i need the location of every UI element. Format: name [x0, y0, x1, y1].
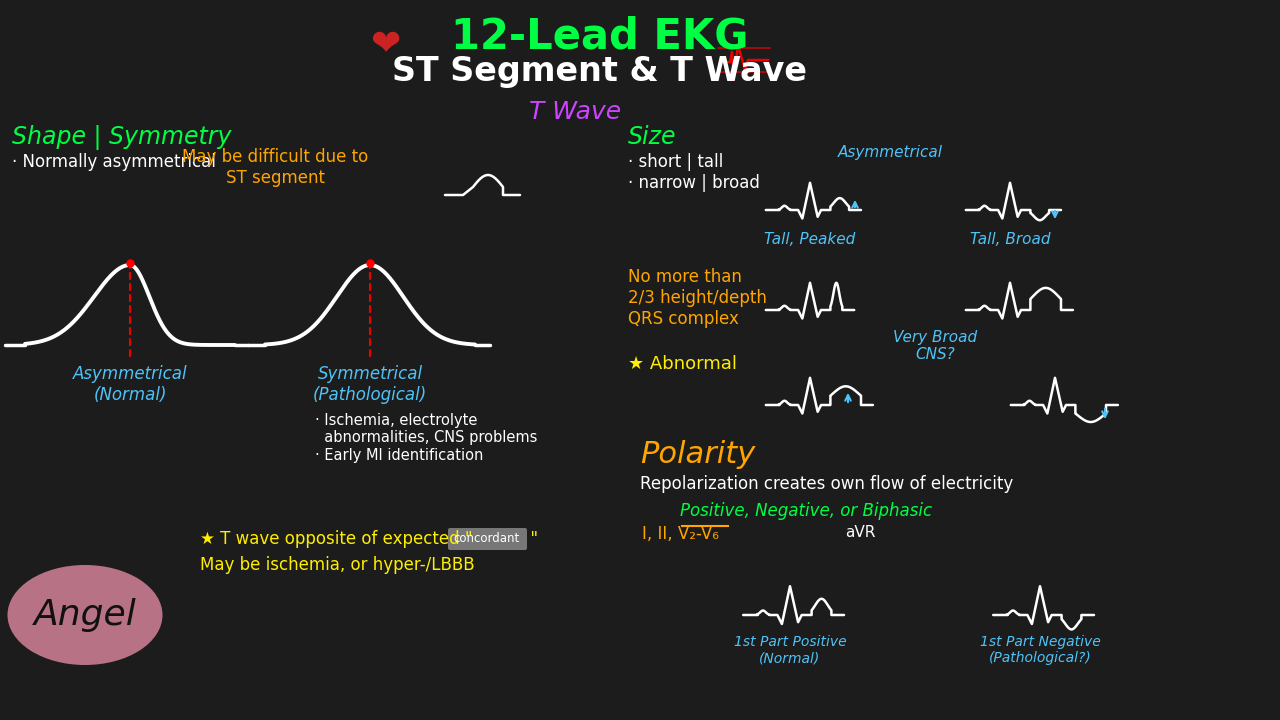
Text: ★ Abnormal: ★ Abnormal — [628, 355, 737, 373]
Text: Positive, Negative, or Biphasic: Positive, Negative, or Biphasic — [680, 502, 932, 520]
Text: · Ischemia, electrolyte
  abnormalities, CNS problems
· Early MI identification: · Ischemia, electrolyte abnormalities, C… — [315, 413, 538, 463]
Ellipse shape — [8, 565, 163, 665]
Text: ★ T wave opposite of expected "           ": ★ T wave opposite of expected " " — [200, 530, 538, 548]
Text: aVR: aVR — [845, 525, 876, 540]
Text: Tall, Peaked: Tall, Peaked — [764, 232, 855, 247]
Text: Asymmetrical
(Normal): Asymmetrical (Normal) — [73, 365, 187, 404]
Text: Symmetrical
(Pathological): Symmetrical (Pathological) — [312, 365, 428, 404]
Text: May be difficult due to
ST segment: May be difficult due to ST segment — [182, 148, 369, 186]
Text: ❤: ❤ — [370, 28, 401, 62]
Text: 1st Part Negative
(Pathological?): 1st Part Negative (Pathological?) — [979, 635, 1101, 665]
Text: 1st Part Positive
(Normal): 1st Part Positive (Normal) — [733, 635, 846, 665]
Text: Angel: Angel — [33, 598, 137, 632]
Text: Repolarization creates own flow of electricity: Repolarization creates own flow of elect… — [640, 475, 1014, 493]
FancyBboxPatch shape — [448, 528, 527, 550]
Text: T Wave: T Wave — [529, 100, 621, 124]
Text: May be ischemia, or hyper-/LBBB: May be ischemia, or hyper-/LBBB — [200, 556, 475, 574]
Text: concordant: concordant — [454, 533, 520, 546]
Text: 12-Lead EKG: 12-Lead EKG — [452, 15, 749, 57]
Text: Size: Size — [628, 125, 677, 149]
Text: · short | tall
· narrow | broad: · short | tall · narrow | broad — [628, 153, 760, 192]
Text: No more than
2/3 height/depth
QRS complex: No more than 2/3 height/depth QRS comple… — [628, 268, 767, 328]
Text: Polarity: Polarity — [640, 440, 755, 469]
Text: · Normally asymmetrical: · Normally asymmetrical — [12, 153, 216, 171]
Text: Tall, Broad: Tall, Broad — [970, 232, 1051, 247]
Text: I, II, V₂-V₆: I, II, V₂-V₆ — [643, 525, 719, 543]
Text: Asymmetrical: Asymmetrical — [837, 145, 942, 160]
Text: Shape | Symmetry: Shape | Symmetry — [12, 125, 232, 150]
Text: ST Segment & T Wave: ST Segment & T Wave — [393, 55, 808, 88]
Text: Very Broad
CNS?: Very Broad CNS? — [893, 330, 977, 362]
